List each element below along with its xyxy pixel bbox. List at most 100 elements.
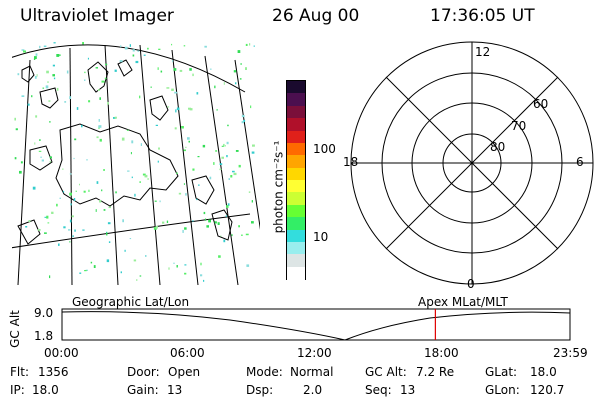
emission-pixel [227,124,229,127]
emission-pixel [167,106,170,108]
colorbar-tick-100: 100 [313,142,336,156]
emission-pixel [139,95,141,99]
emission-pixel [153,227,157,230]
door-label: Door: [127,365,160,379]
emission-pixel [103,209,106,211]
emission-pixel [27,103,30,106]
emission-pixel [251,221,254,224]
flt-value: 1356 [38,365,69,379]
emission-pixel [198,184,200,186]
emission-pixel [206,225,209,228]
emission-pixel [58,243,60,246]
emission-pixel [182,229,184,233]
emission-pixel [69,219,72,223]
emission-pixel [230,175,233,178]
emission-pixel [145,255,147,257]
emission-pixel [189,68,192,71]
emission-pixel [200,262,202,266]
emission-pixel [49,275,51,279]
emission-pixel [101,80,105,83]
emission-pixel [157,160,159,163]
emission-pixel [103,169,105,171]
emission-pixel [68,229,71,231]
emission-pixel [245,43,248,46]
uv-emission-speckles [14,42,255,282]
emission-pixel [33,58,36,60]
colorbar-segment [287,217,305,230]
emission-pixel [21,95,25,97]
emission-pixel [47,81,49,83]
emission-pixel [176,265,178,268]
colorbar-tick-10: 10 [313,230,329,244]
emission-pixel [76,107,79,110]
emission-pixel [41,159,44,162]
emission-pixel [79,183,80,186]
colorbar-segment [287,266,305,280]
emission-pixel [196,92,199,95]
emission-pixel [205,218,207,221]
emission-pixel [192,73,194,77]
emission-pixel [181,126,184,129]
emission-pixel [233,70,237,73]
emission-pixel [119,60,123,63]
emission-pixel [131,140,134,144]
emission-pixel [71,215,74,218]
emission-pixel [98,126,100,129]
polar-label-12: 12 [475,45,491,59]
emission-pixel [184,227,187,230]
emission-pixel [172,59,174,63]
emission-pixel [219,163,223,165]
emission-pixel [124,46,128,50]
emission-pixel [173,68,177,71]
seq-value: 13 [400,383,416,397]
emission-pixel [69,241,71,243]
emission-pixel [192,168,195,171]
colorbar-unit-label: photon cm⁻²s⁻¹ [271,140,286,234]
emission-pixel [184,264,187,266]
emission-pixel [215,150,218,152]
emission-pixel [23,50,26,53]
emission-pixel [98,125,102,128]
mode-label: Mode: [246,365,283,379]
emission-pixel [96,181,99,184]
emission-pixel [239,78,242,80]
emission-pixel [133,259,137,262]
colorbar-segment [287,130,305,144]
emission-pixel [124,249,126,252]
emission-pixel [31,95,33,98]
emission-pixel [120,45,122,48]
emission-pixel [74,138,77,141]
emission-pixel [108,241,111,243]
emission-pixel [25,226,28,228]
emission-pixel [88,100,91,103]
emission-pixel [52,74,55,77]
emission-pixel [46,70,49,74]
emission-pixel [114,116,117,119]
emission-pixel [121,137,125,141]
emission-pixel [168,267,170,270]
emission-pixel [243,120,246,122]
emission-pixel [86,159,88,161]
emission-pixel [90,261,93,264]
colorbar-segment [287,254,305,268]
time-tick-1800: 18:00 [424,346,459,360]
emission-pixel [56,87,59,91]
emission-pixel [179,69,183,72]
emission-pixel [241,234,243,236]
emission-pixel [143,54,146,56]
emission-pixel [98,89,100,91]
emission-pixel [32,186,36,190]
emission-pixel [155,225,158,229]
emission-pixel [231,234,233,237]
emission-pixel [200,274,203,277]
emission-pixel [99,138,102,142]
emission-pixel [137,50,140,52]
emission-pixel [132,49,135,52]
emission-pixel [223,143,225,147]
emission-pixel [171,43,173,46]
emission-pixel [223,239,226,243]
emission-pixel [238,164,241,168]
polar-label-6: 6 [576,155,584,169]
emission-pixel [39,139,41,141]
emission-pixel [188,107,191,110]
